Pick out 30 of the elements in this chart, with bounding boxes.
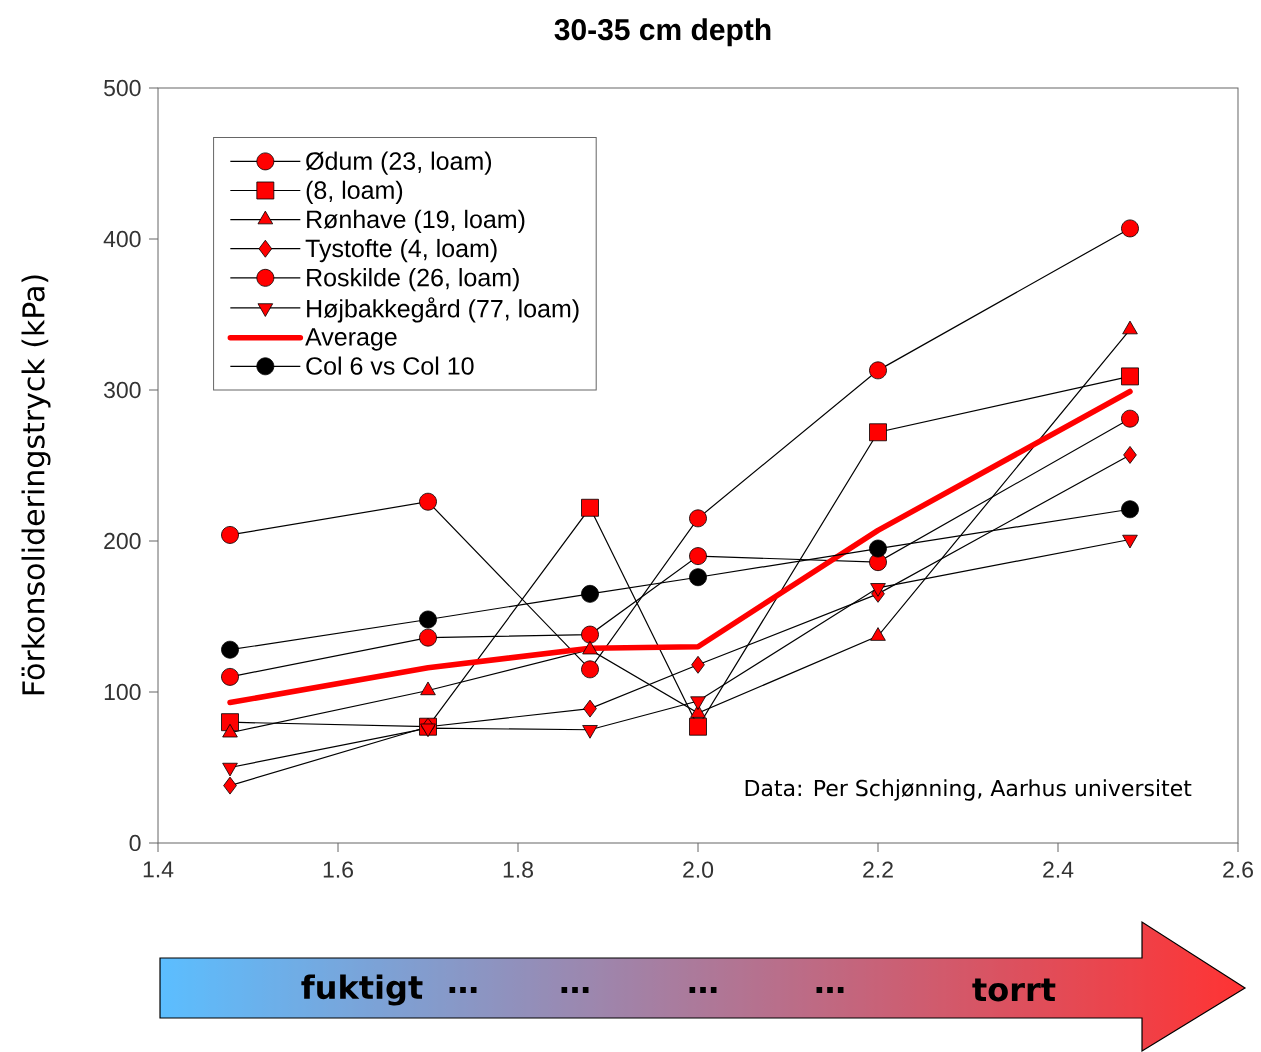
x-tick-label: 2.6 (1223, 861, 1253, 878)
x-tick-label: 1.4 (143, 861, 174, 878)
y-tick-label: 200 (104, 532, 141, 550)
legend-label: Average (305, 328, 397, 351)
legend-label: Tystofte (4, loam) (305, 238, 497, 263)
text: … (561, 986, 589, 994)
chart-title: 30-35 cm depth (554, 18, 771, 47)
y-tick-label: 500 (104, 79, 141, 97)
text: … (689, 986, 717, 994)
annotation: Data: Per Schjønning, Aarhus universitet (745, 779, 1192, 801)
x-tick-label: 1.8 (503, 861, 533, 878)
y-tick-label: 100 (104, 683, 141, 701)
x-tick-label: 2.0 (683, 861, 714, 878)
y-axis-title: Förkonsolideringstryck (kPa) (21, 275, 51, 695)
legend-label: (8, loam) (306, 180, 403, 204)
legend-label: Roskilde (26, loam) (307, 268, 519, 292)
text: … (449, 986, 477, 994)
text: fuktigt (301, 974, 423, 1006)
x-tick-label: 2.2 (863, 861, 893, 878)
x-tick-label: 2.4 (1043, 861, 1074, 878)
legend-label: Højbakkegård (77, loam) (307, 297, 579, 323)
text: … (816, 986, 844, 994)
y-tick-label: 0 (129, 834, 141, 852)
text: torrt (972, 978, 1056, 1002)
x-tick-label: 1.6 (323, 861, 353, 878)
legend-label: Ødum (23, loam) (305, 151, 492, 175)
y-tick-label: 400 (103, 230, 141, 248)
legend-label: Rønhave (19, loam) (307, 209, 525, 234)
y-tick-label: 300 (103, 381, 141, 399)
legend-label: Col 6 vs Col 10 (306, 356, 474, 375)
